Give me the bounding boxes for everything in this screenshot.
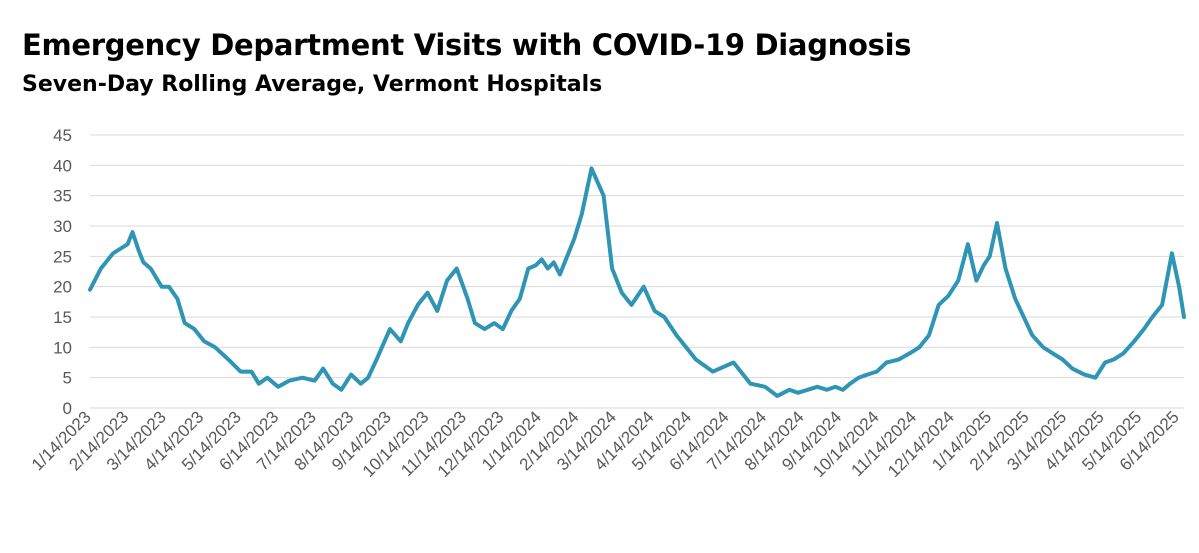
series-line: [88, 166, 1186, 398]
y-tick-label: 20: [53, 278, 72, 297]
y-tick-label: 40: [53, 156, 72, 175]
y-tick-label: 0: [63, 399, 72, 418]
y-tick-label: 15: [53, 308, 72, 327]
chart-subtitle: Seven-Day Rolling Average, Vermont Hospi…: [22, 72, 603, 97]
y-tick-label: 30: [53, 217, 72, 236]
y-tick-label: 10: [53, 338, 72, 357]
y-tick-label: 35: [53, 187, 72, 206]
y-tick-label: 25: [53, 247, 72, 266]
chart-title: Emergency Department Visits with COVID-1…: [22, 28, 912, 62]
y-tick-label: 45: [53, 126, 72, 145]
y-tick-label: 5: [63, 369, 72, 388]
